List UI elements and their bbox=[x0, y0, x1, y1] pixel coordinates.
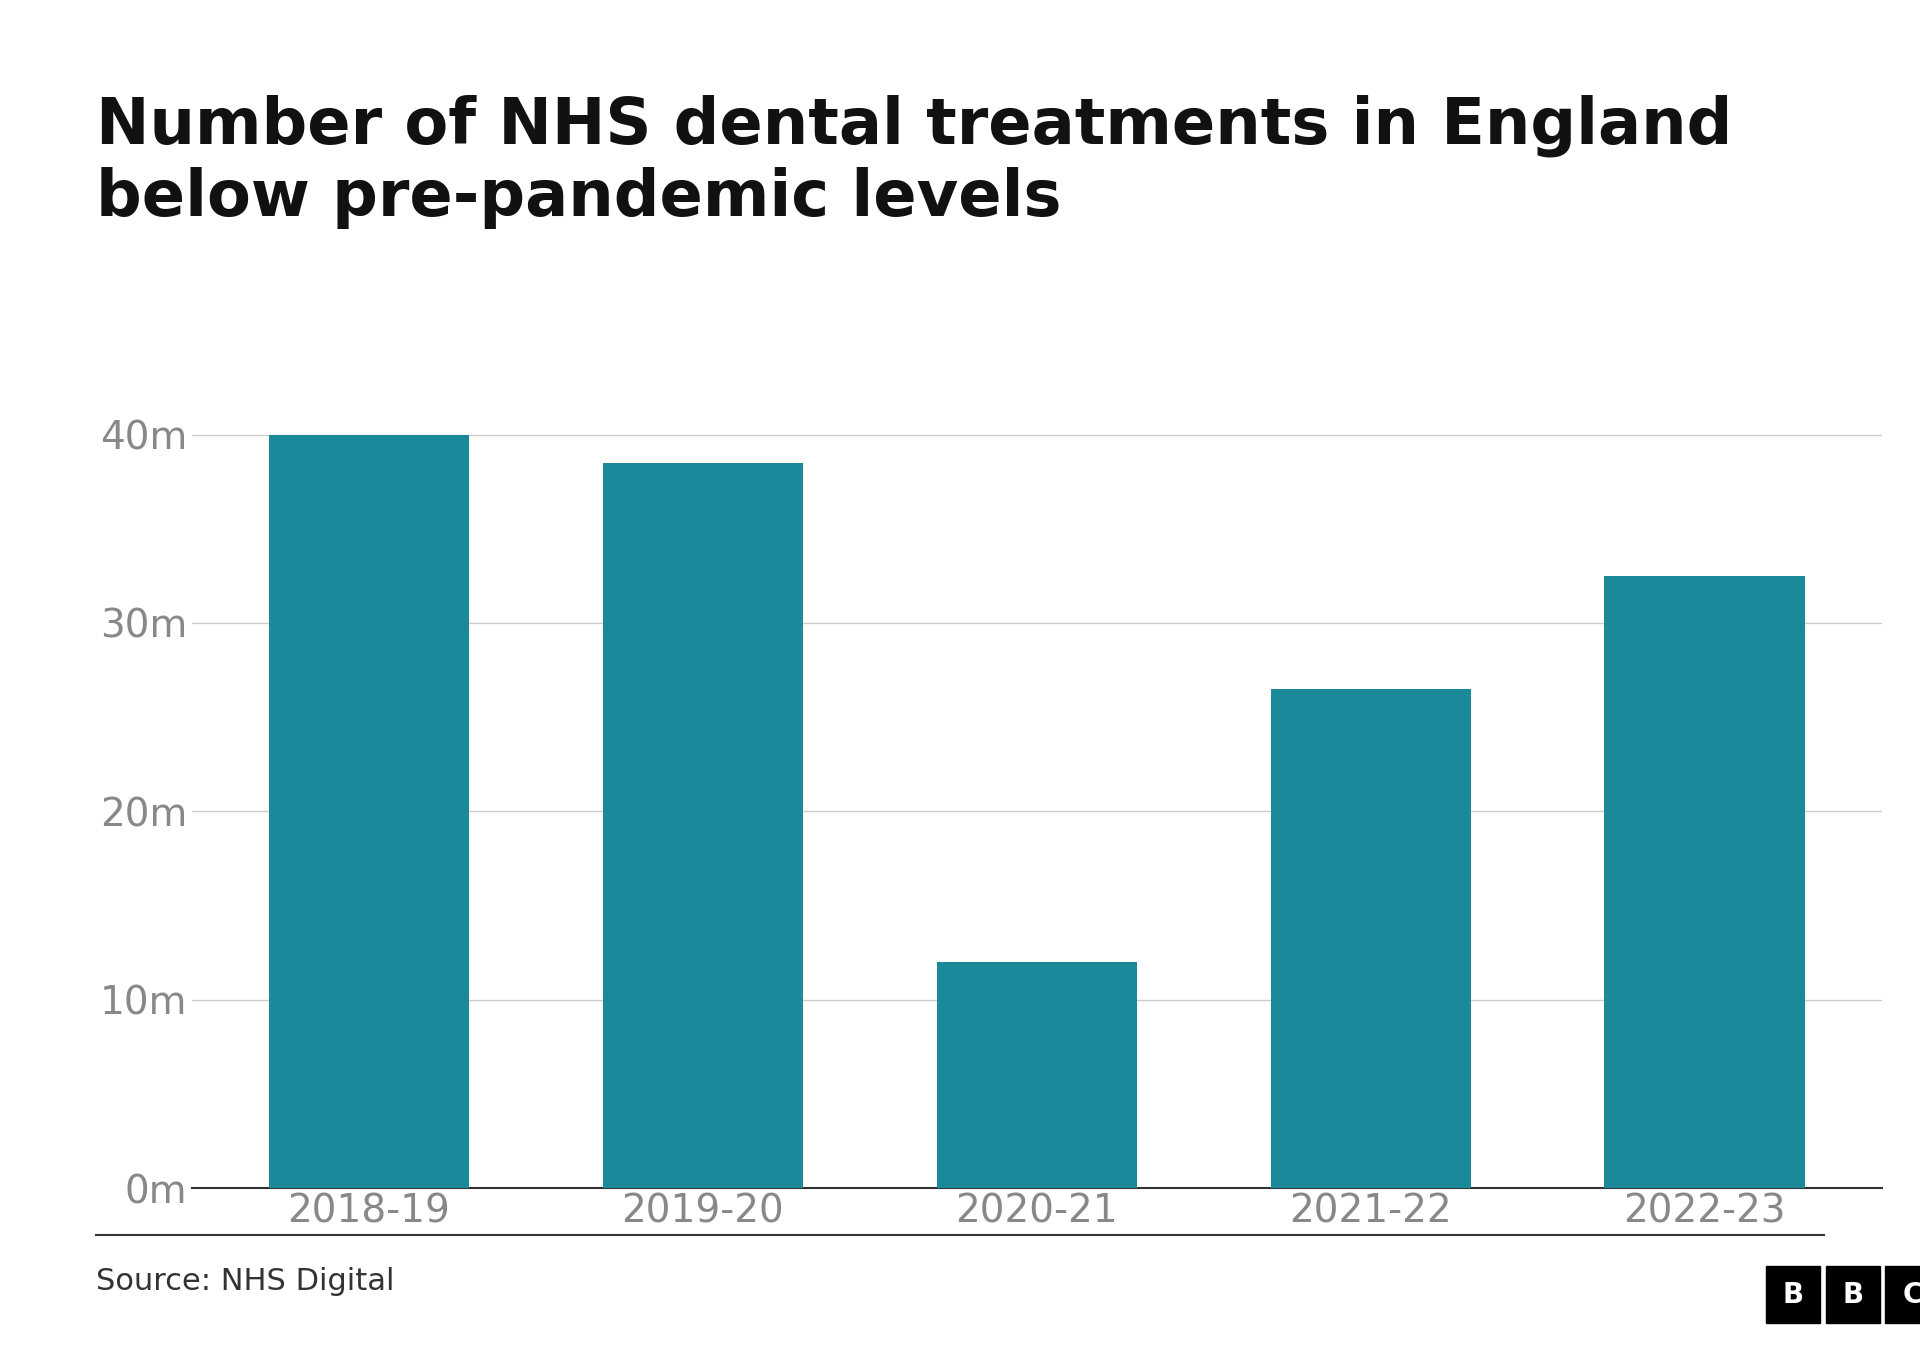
Text: Source: NHS Digital: Source: NHS Digital bbox=[96, 1268, 394, 1296]
Bar bbox=[603, 463, 803, 1188]
Text: B: B bbox=[1782, 1281, 1805, 1308]
Text: Number of NHS dental treatments in England
below pre-pandemic levels: Number of NHS dental treatments in Engla… bbox=[96, 95, 1732, 228]
Text: C: C bbox=[1903, 1281, 1920, 1308]
Text: B: B bbox=[1841, 1281, 1864, 1308]
Bar bbox=[269, 435, 468, 1188]
Bar bbox=[1605, 576, 1805, 1188]
Bar bbox=[1271, 688, 1471, 1188]
Bar bbox=[937, 963, 1137, 1188]
